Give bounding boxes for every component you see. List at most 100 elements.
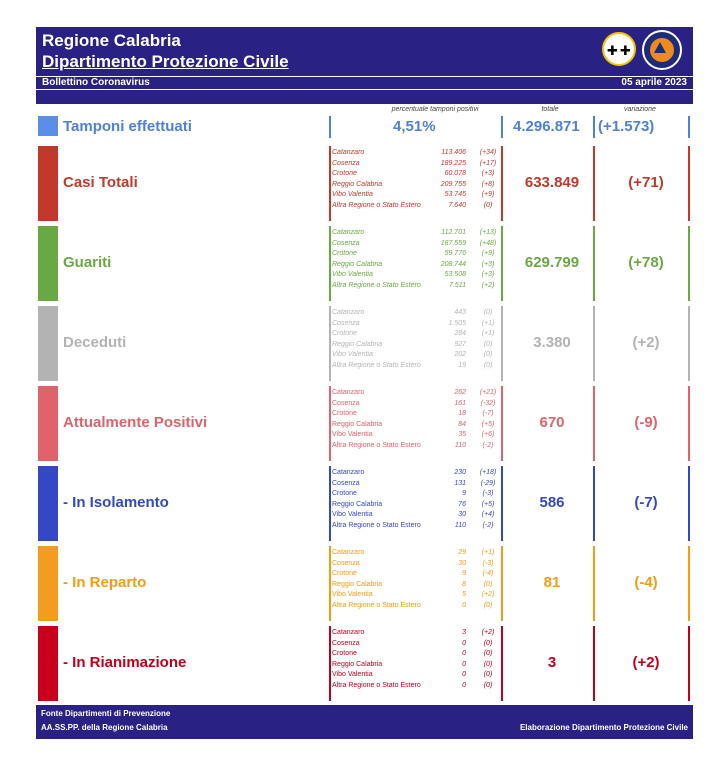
province-variation: (0) [483, 650, 493, 658]
province-name: Vibo Valentia [332, 671, 373, 679]
province-row: Catanzaro 113.406 (+34) [332, 148, 502, 159]
province-variation: (0) [483, 601, 493, 609]
section-divider [501, 306, 503, 381]
province-value: 208.744 [440, 260, 466, 268]
province-row: Cosenza 161 (-32) [332, 399, 502, 410]
section-divider [329, 146, 331, 221]
section-casi: Casi Totali Catanzaro 113.406 (+34) Cosenza 1… [36, 146, 693, 221]
province-variation: (0) [483, 681, 493, 689]
section-variation: (-7) [634, 494, 658, 511]
section-swatch [38, 626, 58, 701]
province-variation: (-2) [482, 521, 494, 529]
province-name: Cosenza [332, 399, 360, 407]
province-row: Reggio Calabria 76 (+5) [332, 500, 502, 511]
section-divider [593, 386, 595, 461]
province-name: Crotone [332, 170, 357, 178]
province-list: Catanzaro 29 (+1) Cosenza 30 (-3) Crotone 9 (-4)… [332, 548, 502, 612]
province-value: 18 [458, 410, 466, 418]
footer-source-1: Fonte Dipartimenti di Prevenzione [41, 709, 171, 718]
province-variation: (+9) [481, 191, 495, 199]
footer-source-2: AA.SS.PP. della Regione Calabria [41, 723, 168, 732]
province-row: Crotone 9 (-3) [332, 489, 502, 500]
province-name: Reggio Calabria [332, 180, 383, 188]
province-row: Cosenza 0 (0) [332, 639, 502, 650]
province-row: Crotone 284 (+1) [332, 329, 502, 340]
province-value: 131 [454, 479, 466, 487]
province-variation: (+1) [481, 319, 495, 327]
province-value: 9 [462, 570, 466, 578]
province-name: Crotone [332, 650, 357, 658]
province-value: 30 [458, 559, 466, 567]
province-row: Altra Regione o Stato Estero 19 (0) [332, 361, 502, 372]
province-value: 84 [458, 420, 466, 428]
province-name: Crotone [332, 410, 357, 418]
section-divider [593, 226, 595, 301]
province-name: Vibo Valentia [332, 511, 373, 519]
province-name: Cosenza [332, 639, 360, 647]
section-swatch [38, 386, 58, 461]
section-variation: (-9) [634, 414, 658, 431]
province-list: Catanzaro 443 (0) Cosenza 1.505 (+1) Crotone 28… [332, 308, 502, 372]
province-variation: (0) [483, 671, 493, 679]
total-column-header: totale [541, 106, 559, 113]
province-variation: (+48) [479, 239, 497, 247]
province-list: Catanzaro 230 (+18) Cosenza 131 (-29) Crotone 9… [332, 468, 502, 532]
section-divider [501, 466, 503, 541]
section-rianimazione: - In Rianimazione Catanzaro 3 (+2) Cosenza 0 (… [36, 626, 693, 701]
province-name: Catanzaro [332, 149, 365, 156]
province-row: Crotone 59.776 (+9) [332, 249, 502, 260]
province-row: Reggio Calabria 84 (+5) [332, 420, 502, 431]
tamponi-divider [329, 116, 331, 138]
province-name: Altra Regione o Stato Estero [332, 521, 421, 529]
province-name: Cosenza [332, 319, 360, 327]
province-name: Cosenza [332, 239, 360, 247]
province-variation: (+34) [479, 149, 497, 156]
province-value: 113.406 [441, 149, 466, 156]
province-variation: (0) [483, 580, 493, 588]
section-variation: (+71) [628, 174, 664, 191]
footer-banner: Fonte Dipartimenti di Prevenzione AA.SS.… [36, 705, 693, 739]
section-positivi: Attualmente Positivi Catanzaro 262 (+21) Cos… [36, 386, 693, 461]
section-divider [593, 626, 595, 701]
province-value: 927 [454, 340, 466, 348]
section-label: Deceduti [63, 334, 127, 351]
province-name: Cosenza [332, 559, 360, 567]
province-row: Crotone 9 (-4) [332, 569, 502, 580]
section-label: Guariti [63, 254, 112, 271]
province-value: 53.745 [444, 191, 466, 199]
calabria-coat-of-arms-icon: ✚ ✚ [602, 32, 636, 66]
province-name: Altra Regione o Stato Estero [332, 281, 421, 289]
province-variation: (+1) [481, 330, 495, 338]
section-total: 3.380 [533, 334, 571, 351]
province-value: 35 [458, 431, 466, 439]
province-value: 7.511 [449, 281, 466, 289]
province-variation: (+2) [481, 591, 495, 599]
region-title: Regione Calabria [42, 31, 181, 50]
province-variation: (-32) [480, 399, 496, 407]
province-row: Reggio Calabria 8 (0) [332, 580, 502, 591]
section-variation: (+2) [632, 334, 660, 351]
protezione-civile-logo-icon [642, 30, 682, 70]
percent-column-header: percentuale tamponi positivi [391, 106, 479, 113]
section-total: 3 [547, 654, 557, 671]
province-list: Catanzaro 112.701 (+13) Cosenza 187.559 (+48)… [332, 228, 502, 292]
section-divider [688, 546, 690, 621]
province-variation: (0) [483, 660, 493, 668]
province-variation: (-7) [482, 410, 494, 418]
section-divider [329, 466, 331, 541]
province-name: Catanzaro [332, 549, 365, 556]
province-row: Catanzaro 262 (+21) [332, 388, 502, 399]
province-variation: (+3) [481, 271, 495, 279]
section-total: 633.849 [524, 174, 580, 191]
province-value: 76 [458, 500, 466, 508]
province-value: 230 [454, 469, 466, 476]
province-variation: (+4) [481, 511, 495, 519]
province-value: 284 [454, 330, 466, 338]
province-variation: (0) [483, 201, 493, 209]
province-variation: (-4) [482, 570, 494, 578]
section-divider [688, 466, 690, 541]
section-total: 629.799 [524, 254, 580, 271]
province-row: Reggio Calabria 927 (0) [332, 340, 502, 351]
province-value: 7.640 [448, 201, 466, 209]
province-value: 19 [458, 361, 466, 369]
